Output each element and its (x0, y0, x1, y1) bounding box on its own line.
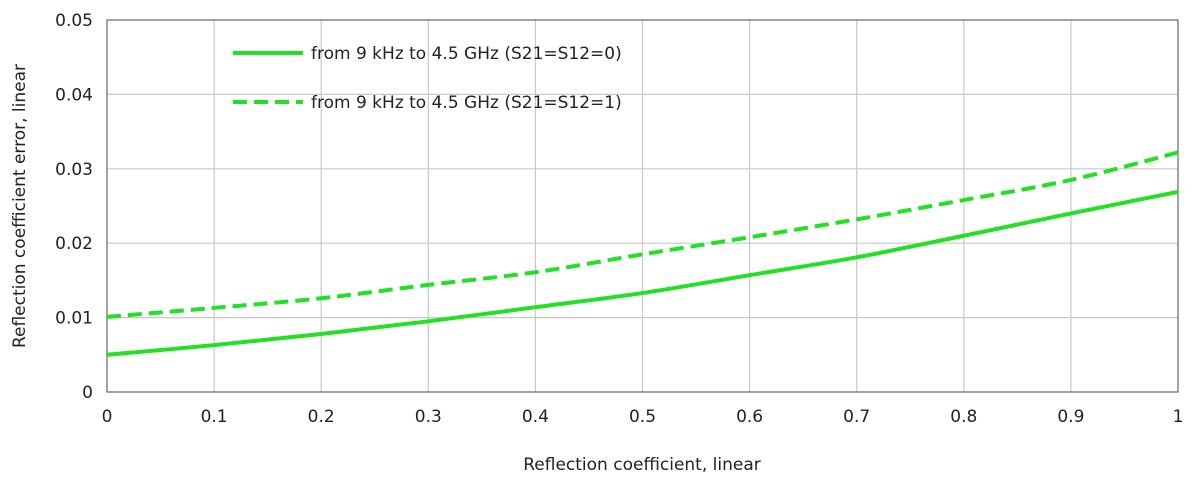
series-1-point (748, 273, 752, 277)
x-tick-labels: 0 0.1 0.2 0.3 0.4 0.5 0.6 0.7 0.8 0.9 1 (102, 407, 1184, 427)
x-tick-label: 0 (102, 407, 113, 427)
x-tick-label: 0.6 (736, 407, 763, 427)
series-1-point (641, 291, 645, 295)
series-2-point (748, 235, 752, 239)
series-1-point (319, 332, 323, 336)
series-1-point (426, 319, 430, 323)
y-tick-label: 0.03 (55, 160, 93, 180)
y-tick-label: 0.05 (55, 11, 93, 31)
series-2-point (962, 198, 966, 202)
x-tick-label: 0.9 (1057, 407, 1084, 427)
series-1-point (533, 305, 537, 309)
series-2-point (533, 270, 537, 274)
series-line-1 (106, 189, 1179, 357)
series-2-point (1069, 178, 1073, 182)
x-tick-label: 0.8 (950, 407, 977, 427)
y-tick-label: 0.02 (55, 234, 93, 254)
x-tick-label: 0.2 (308, 407, 335, 427)
series-2-point (212, 306, 216, 310)
series-2-point (319, 296, 323, 300)
x-tick-label: 1 (1173, 407, 1184, 427)
series-2-point (1176, 150, 1180, 154)
series-1-point (212, 343, 216, 347)
legend-label-2: from 9 kHz to 4.5 GHz (S21=S12=1) (311, 93, 622, 113)
series-2-point (426, 283, 430, 287)
x-tick-label: 0.5 (629, 407, 656, 427)
y-tick-label: 0.01 (55, 309, 93, 329)
legend: from 9 kHz to 4.5 GHz (S21=S12=0) from 9 … (233, 44, 622, 113)
series-2-point (641, 252, 645, 256)
x-tick-label: 0.3 (415, 407, 442, 427)
series-layer (105, 150, 1180, 357)
series-1-point (855, 255, 859, 259)
y-tick-label: 0.04 (55, 85, 93, 105)
series-1-point (105, 353, 109, 357)
x-tick-label: 0.7 (843, 407, 870, 427)
series-2-point (855, 217, 859, 221)
series-2-point (105, 315, 109, 319)
series-1-point (1176, 190, 1180, 194)
plot-frame (106, 19, 1179, 393)
y-tick-labels: 0 0.01 0.02 0.03 0.04 0.05 (55, 11, 93, 403)
series-1-point (962, 234, 966, 238)
grid (107, 20, 1178, 392)
y-axis-label: Reflection coefficient error, linear (10, 64, 30, 348)
series-1-point (1069, 211, 1073, 215)
x-axis-label: Reflection coefficient, linear (523, 455, 761, 475)
x-tick-label: 0.1 (201, 407, 228, 427)
y-tick-label: 0 (82, 383, 93, 403)
legend-label-1: from 9 kHz to 4.5 GHz (S21=S12=0) (311, 44, 622, 64)
x-tick-label: 0.4 (522, 407, 549, 427)
